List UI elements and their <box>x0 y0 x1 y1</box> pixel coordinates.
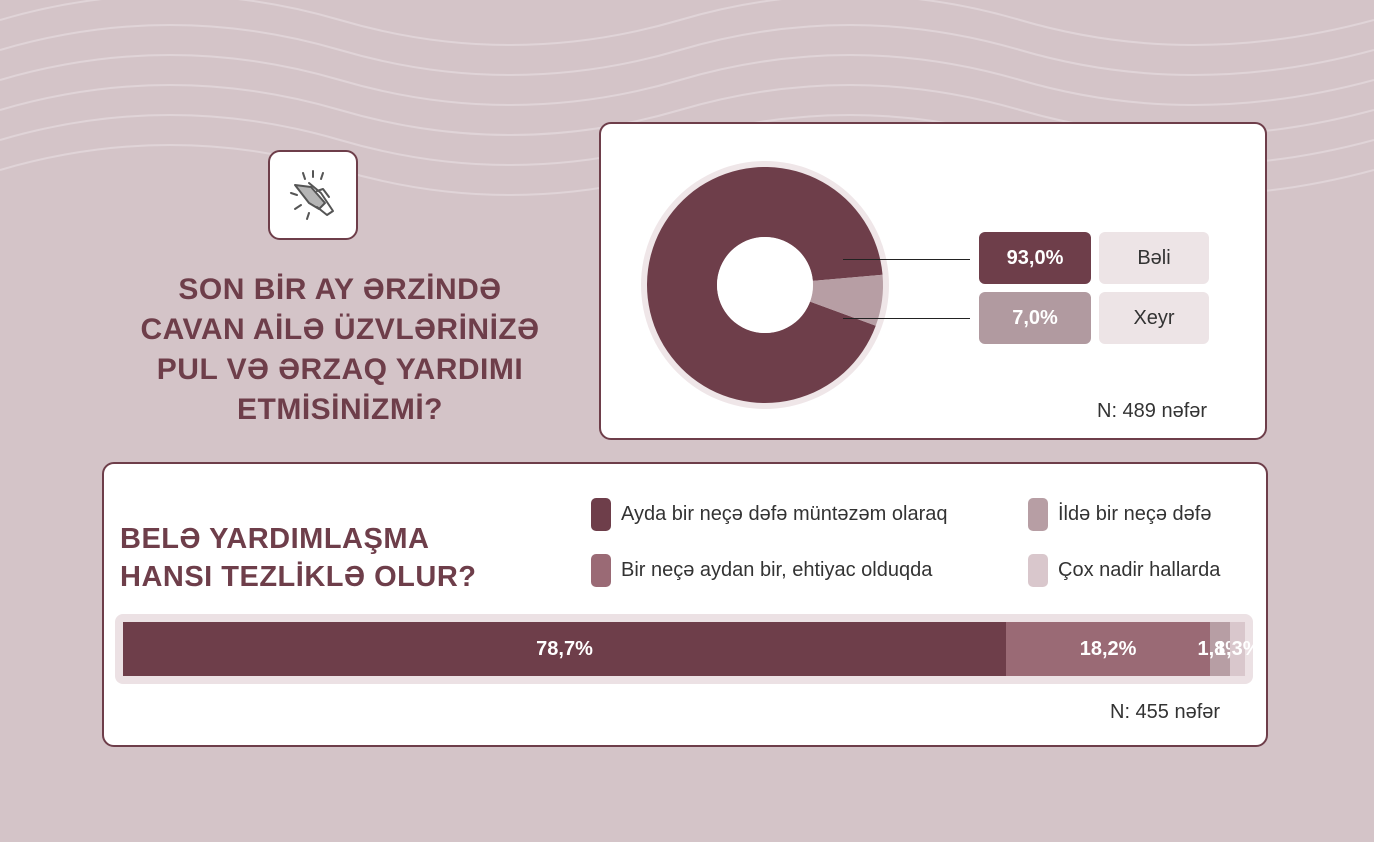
bar-sample-size: N: 455 nəfər <box>1110 701 1221 723</box>
legend-label: Bir neçə aydan bir, ehtiyac olduqda <box>621 559 933 581</box>
legend-label: Ayda bir neçə dəfə müntəzəm olaraq <box>621 503 948 525</box>
helping-hands-icon <box>290 170 334 220</box>
bar-segment-few-months: 18,2% <box>1006 622 1211 676</box>
icon-tile <box>268 150 358 240</box>
donut-slice-xeyr <box>810 274 883 326</box>
value-label-beli: 93,0% <box>979 232 1091 284</box>
legend-swatch <box>1028 498 1048 531</box>
donut-slice-beli <box>647 167 883 403</box>
category-label-xeyr: Xeyr <box>1099 292 1209 344</box>
stacked-bar: 78,7% 18,2% 1,8% 1,3% <box>123 622 1260 676</box>
leader-line-xeyr <box>843 318 970 319</box>
bar-segment-monthly: 78,7% <box>123 622 1006 676</box>
donut-chart <box>641 161 889 409</box>
legend-item-rarely: Çox nadir hallarda <box>1028 554 1220 587</box>
leader-line-beli <box>843 259 970 260</box>
legend-swatch <box>591 498 611 531</box>
donut-hole <box>717 237 813 333</box>
pie-sample-size: N: 489 nəfər <box>1097 400 1208 422</box>
bar-segment-rarely: 1,3% <box>1215 622 1260 676</box>
legend-swatch <box>1028 554 1048 587</box>
category-label-beli: Bəli <box>1099 232 1209 284</box>
value-label-xeyr: 7,0% <box>979 292 1091 344</box>
frequency-question: BELƏ YARDIMLAŞMA HANSI TEZLİKLƏ OLUR? <box>120 523 477 593</box>
legend-item-yearly: İldə bir neçə dəfə <box>1028 498 1211 531</box>
legend-label: İldə bir neçə dəfə <box>1058 503 1212 525</box>
main-question-title: SON BİR AY ƏRZİNDƏ CAVAN AİLƏ ÜZVLƏRİNİZ… <box>140 273 540 426</box>
legend-label: Çox nadir hallarda <box>1058 559 1221 581</box>
frequency-card <box>102 462 1268 747</box>
legend-item-few-months: Bir neçə aydan bir, ehtiyac olduqda <box>591 554 932 587</box>
legend-swatch <box>591 554 611 587</box>
legend-item-monthly: Ayda bir neçə dəfə müntəzəm olaraq <box>591 498 948 531</box>
